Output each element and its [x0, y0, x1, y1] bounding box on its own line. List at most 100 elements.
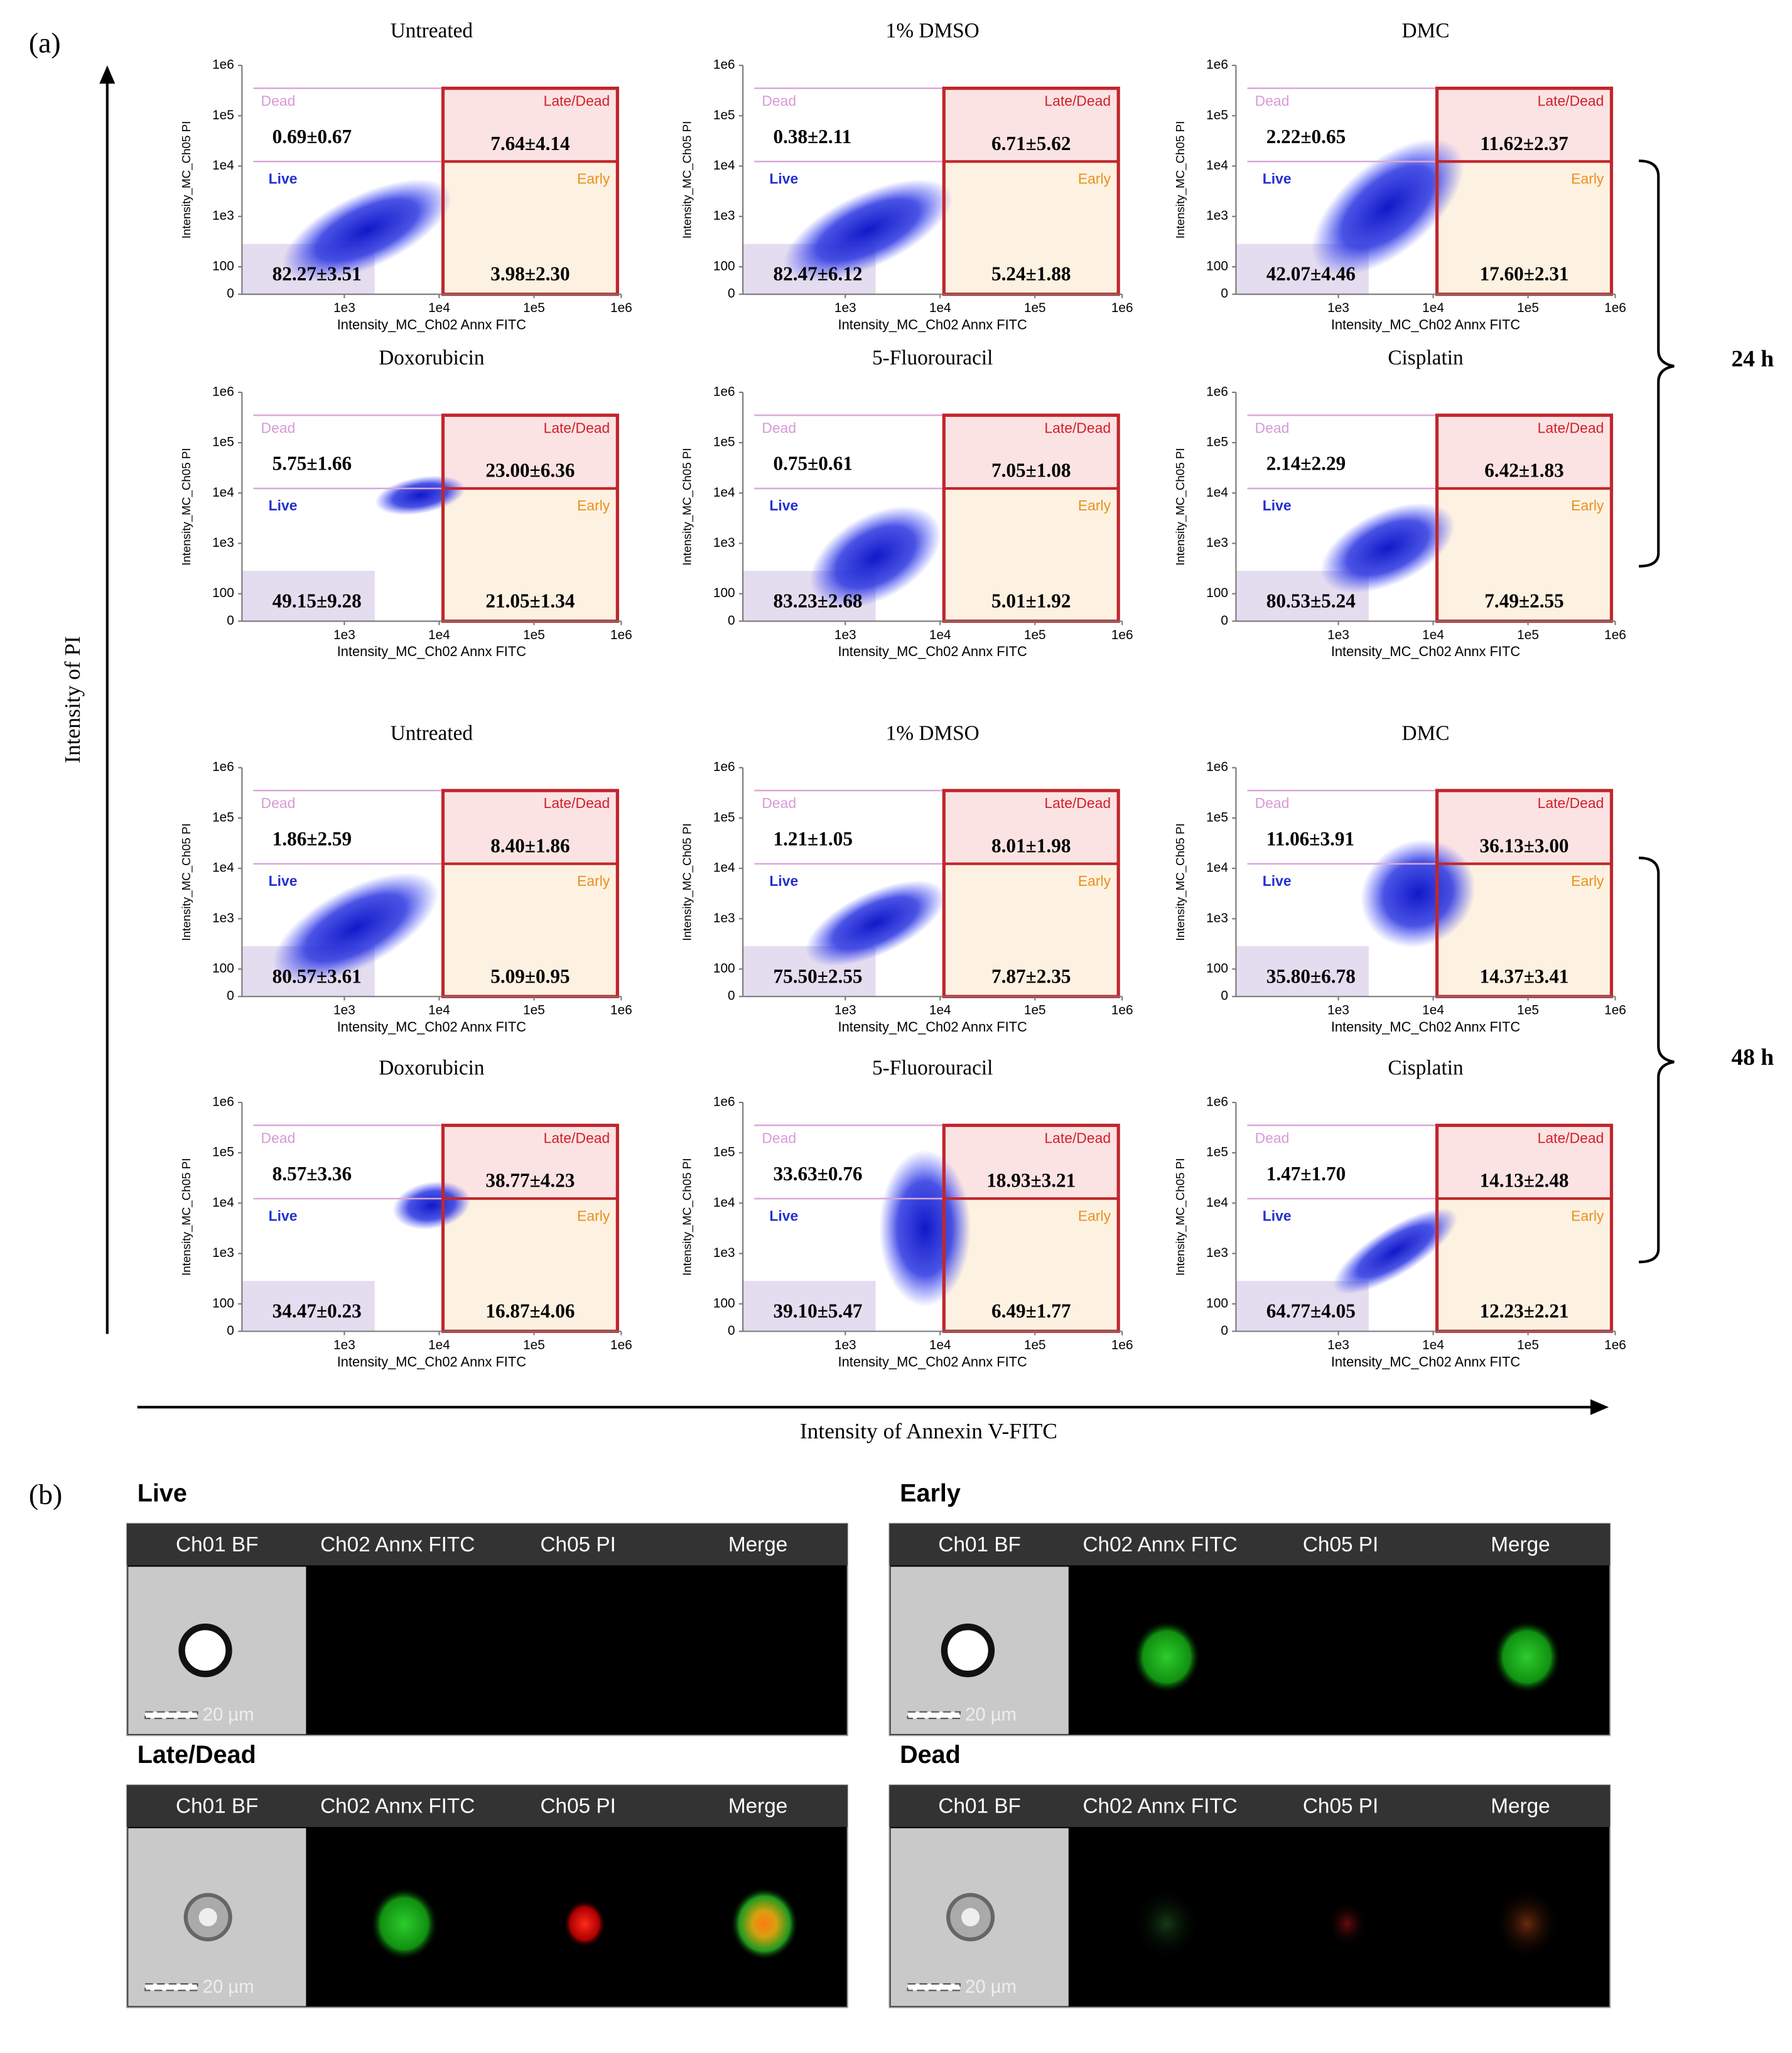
live-value: 82.27±3.51 — [273, 263, 362, 285]
scale-bar — [144, 1711, 198, 1720]
dead-value: 0.69±0.67 — [273, 126, 352, 148]
plot-x-label: Intensity_MC_Ch02 Annx FITC — [1331, 316, 1520, 332]
fluorescence — [1492, 1620, 1562, 1694]
x-tick-label: 1e4 — [1422, 1338, 1444, 1352]
cell-cloud — [1332, 1208, 1458, 1295]
channel-label: Ch02 Annx FITC — [320, 1795, 475, 1818]
gate-label: Dead — [261, 419, 296, 436]
live-value: 35.80±6.78 — [1266, 965, 1356, 987]
plot-x-label: Intensity_MC_Ch02 Annx FITC — [337, 644, 526, 659]
plot-y-label: Intensity_MC_Ch05 PI — [1174, 121, 1187, 239]
dead-value: 8.57±3.36 — [273, 1163, 352, 1185]
y-tick-label: 100 — [212, 586, 234, 600]
late-value: 23.00±6.36 — [485, 460, 575, 482]
quadrant-late — [1437, 415, 1612, 489]
channel-label: Ch01 BF — [176, 1533, 258, 1556]
cell-cloud — [806, 880, 946, 966]
y-tick-label: 0 — [728, 286, 735, 301]
y-tick-label: 1e6 — [212, 1094, 234, 1109]
y-tick-label: 1e6 — [713, 384, 735, 399]
early-value: 21.05±1.34 — [485, 590, 575, 612]
late-value: 6.42±1.83 — [1484, 460, 1563, 482]
x-tick-label: 1e3 — [834, 628, 856, 642]
header-bar — [889, 1523, 1611, 1566]
gate-label: Late/Dead — [544, 1129, 610, 1146]
cell — [961, 1908, 980, 1927]
y-tick-label: 100 — [1206, 586, 1228, 600]
cell-cloud — [1361, 839, 1476, 948]
late-value: 8.01±1.98 — [991, 834, 1071, 856]
live-shade — [242, 1281, 375, 1332]
x-tick-label: 1e6 — [1111, 1338, 1133, 1352]
arrow-head — [1590, 1399, 1609, 1415]
x-tick-label: 1e5 — [1024, 1338, 1046, 1352]
panel-title: 1% DMSO — [886, 721, 980, 745]
y-tick-label: 1e5 — [1206, 435, 1228, 450]
channel-label: Merge — [1491, 1795, 1550, 1818]
flow-panel: DMC 1e6 1e5 1e4 1e3 100 0 1e3 1e4 1e5 1e6 Intensity… — [1174, 721, 1626, 1035]
y-tick-label: 1e4 — [212, 1195, 234, 1210]
y-tick-label: 100 — [212, 961, 234, 976]
y-tick-label: 1e5 — [713, 810, 735, 824]
group-title: Late/Dead — [138, 1741, 256, 1769]
gate-label: Late/Dead — [1044, 1129, 1111, 1146]
y-tick-label: 1e4 — [1206, 1195, 1228, 1210]
gate-label: Early — [1078, 170, 1111, 186]
brace — [1638, 159, 1675, 568]
scale-label: 20 µm — [203, 1705, 254, 1725]
fluorescence — [370, 1887, 438, 1961]
x-tick-label: 1e4 — [428, 628, 450, 642]
figure-content: (a) Intensity of PI Intensity of Annexin… — [29, 19, 1774, 2008]
y-tick-label: 1e3 — [212, 208, 234, 223]
x-axis-label: Intensity of Annexin V-FITC — [800, 1418, 1057, 1443]
gate-label: Late/Dead — [544, 419, 610, 436]
x-tick-label: 1e5 — [1517, 1003, 1539, 1018]
plot-y-label: Intensity_MC_Ch05 PI — [681, 121, 694, 239]
panel-title: DMC — [1402, 721, 1450, 745]
quadrant-early — [443, 161, 618, 294]
gate-label: Live — [769, 873, 798, 889]
flow-panel: Untreated 1e6 1e5 1e4 1e3 100 0 1e3 1e4 1e5 1e6 Int… — [180, 721, 632, 1035]
quadrant-early — [1437, 161, 1612, 294]
quadrant-late — [944, 1125, 1119, 1199]
dead-value: 1.21±1.05 — [773, 828, 852, 850]
flow-panel: Cisplatin 1e6 1e5 1e4 1e3 100 0 1e3 1e4 1e5 1e6 Int… — [1174, 346, 1626, 659]
flow-panel: Doxorubicin 1e6 1e5 1e4 1e3 100 0 1e3 1e4 1e5 1e6 I… — [180, 1057, 632, 1370]
x-tick-label: 1e6 — [610, 301, 632, 315]
channel-label: Ch05 PI — [1303, 1533, 1378, 1556]
gate-label: Early — [1078, 873, 1111, 889]
y-tick-label: 0 — [728, 1323, 735, 1338]
x-tick-label: 1e4 — [929, 301, 951, 315]
quadrant-late — [944, 88, 1119, 162]
y-tick-label: 1e3 — [212, 1246, 234, 1260]
y-tick-label: 0 — [1221, 1323, 1228, 1338]
gate-label: Live — [769, 1207, 798, 1224]
late-value: 38.77±4.23 — [485, 1170, 575, 1192]
quadrant-early — [944, 1199, 1119, 1332]
quadrant-early — [944, 488, 1119, 622]
x-tick-label: 1e5 — [523, 628, 545, 642]
y-tick-label: 1e4 — [212, 158, 234, 173]
flow-panel: 5-Fluorouracil 1e6 1e5 1e4 1e3 100 0 1e3 1e4 1e5 1… — [681, 1057, 1133, 1370]
image-strip: Dead Ch01 BF 20 µm Ch02 Annx FITC Ch05 PI Mer… — [888, 1741, 1611, 2008]
x-tick-label: 1e4 — [929, 1338, 951, 1352]
y-tick-label: 0 — [227, 613, 234, 628]
x-tick-label: 1e3 — [1327, 628, 1349, 642]
plot-x-label: Intensity_MC_Ch02 Annx FITC — [1331, 1019, 1520, 1035]
dead-value: 5.75±1.66 — [273, 453, 352, 475]
quadrant-late — [1437, 1125, 1612, 1199]
late-value: 14.13±2.48 — [1479, 1170, 1568, 1192]
panel-title: 5-Fluorouracil — [872, 346, 993, 369]
cell-cloud — [784, 179, 953, 281]
y-tick-label: 1e6 — [212, 58, 234, 72]
x-tick-label: 1e5 — [1517, 301, 1539, 315]
gate-label: Early — [1571, 497, 1604, 514]
cell-cloud — [283, 179, 452, 281]
late-value: 8.40±1.86 — [490, 834, 569, 856]
plot-y-label: Intensity_MC_Ch05 PI — [180, 448, 193, 565]
gate-label: Late/Dead — [1044, 795, 1111, 811]
y-tick-label: 1e6 — [713, 58, 735, 72]
plot-x-label: Intensity_MC_Ch02 Annx FITC — [838, 316, 1027, 332]
gate-label: Late/Dead — [1538, 419, 1604, 436]
panel-title: Untreated — [391, 19, 473, 43]
